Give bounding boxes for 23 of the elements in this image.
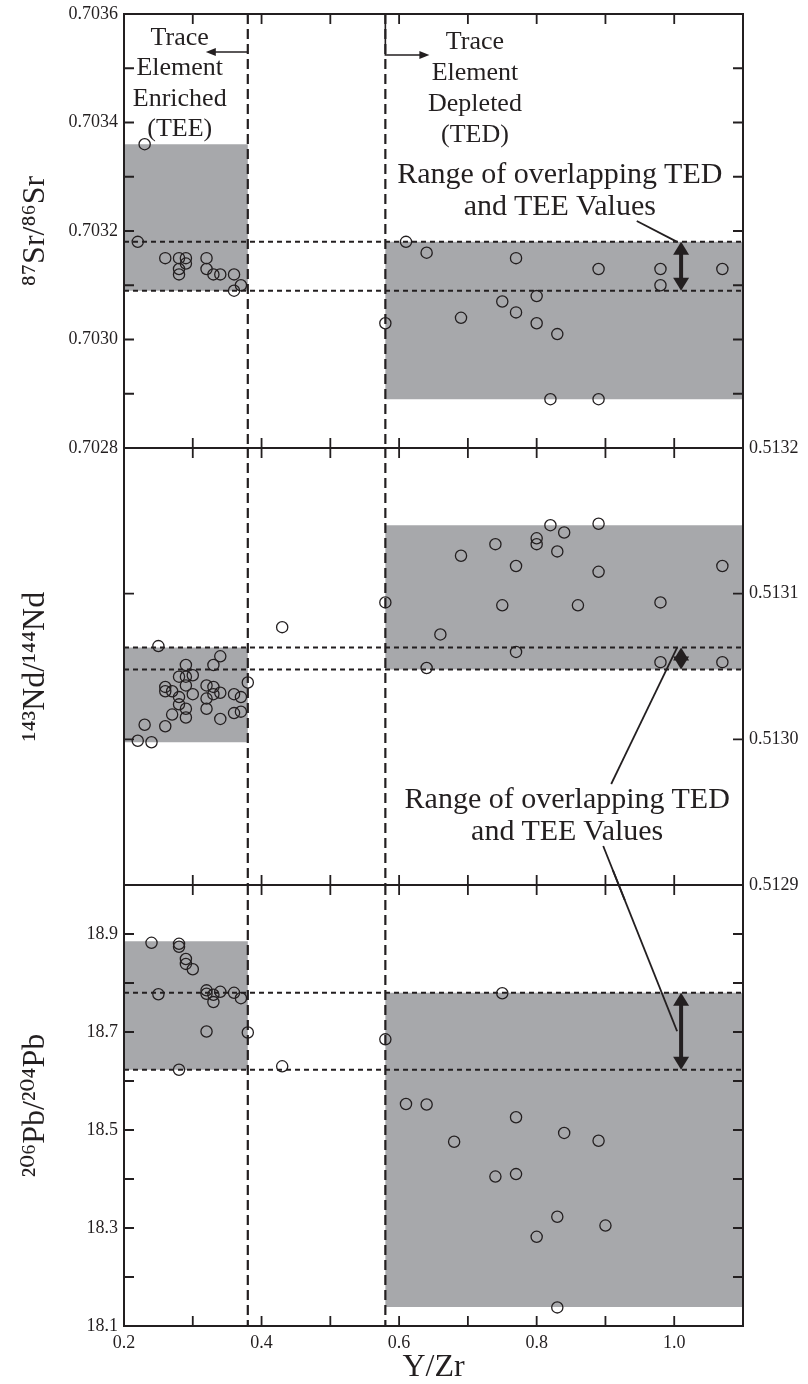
- x-tick-label: 0.8: [525, 1331, 548, 1352]
- annotation: Range of overlapping TED and TEE Values: [397, 155, 723, 221]
- y-axis-title: ⁸⁷Sr/⁸⁶Sr: [15, 175, 52, 287]
- y-tick-label: 0.5130: [749, 728, 799, 749]
- y-tick-label: 0.5132: [749, 436, 799, 457]
- y-tick-label: 0.5129: [749, 873, 799, 894]
- y-tick-label: 0.7030: [68, 328, 118, 349]
- annotation: Trace Element Enriched (TEE): [132, 21, 227, 143]
- y-tick-label: 0.7028: [68, 436, 118, 457]
- annotation: Range of overlapping TED and TEE Values: [404, 780, 730, 846]
- y-tick-label: 0.7036: [68, 2, 118, 23]
- annotation: Trace Element Depleted (TED): [428, 25, 522, 148]
- x-tick-label: 1.0: [662, 1331, 686, 1352]
- y-tick-label: 0.5131: [749, 582, 799, 603]
- y-tick-label: 0.7034: [68, 111, 118, 132]
- y-axis-title: ²⁰⁶Pb/²⁰⁴Pb: [15, 1033, 52, 1178]
- y-axis-title: ¹⁴³Nd/¹⁴⁴Nd: [15, 591, 52, 742]
- y-tick-label: 0.7032: [68, 219, 118, 240]
- x-tick-label: 0.4: [250, 1331, 273, 1352]
- y-tick-label: 18.7: [86, 1020, 118, 1041]
- y-tick-label: 18.3: [86, 1216, 118, 1237]
- y-tick-label: 18.9: [86, 922, 118, 943]
- y-tick-label: 18.5: [86, 1118, 118, 1139]
